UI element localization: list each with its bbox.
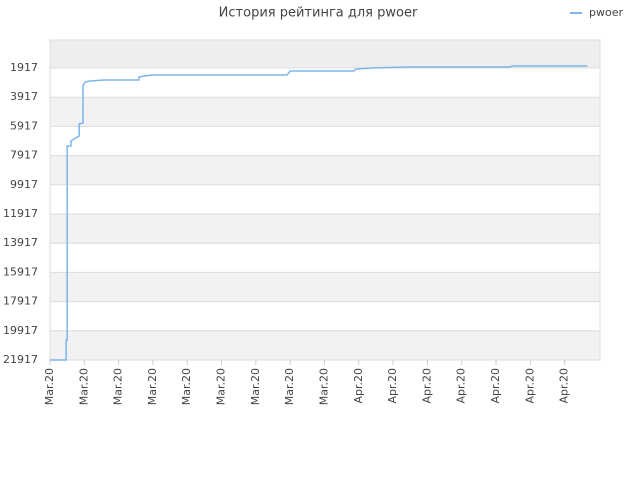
y-tick-label: 7917 [10, 149, 38, 162]
x-tick-label: Apr.20 [455, 368, 468, 404]
grid-band [50, 330, 600, 360]
x-tick-label: Mar.20 [112, 368, 125, 405]
legend-label: pwoer [589, 6, 623, 19]
y-tick-label: 3917 [10, 90, 38, 103]
x-tick-label: Mar.20 [77, 368, 90, 405]
chart-title: История рейтинга для pwoer [219, 6, 418, 21]
y-tick-label: 5917 [10, 119, 38, 132]
y-tick-label: 1917 [10, 61, 38, 74]
grid-band [50, 40, 600, 68]
x-tick-label: Apr.20 [523, 368, 536, 404]
y-tick-label: 17917 [3, 295, 38, 308]
series-line [50, 65, 588, 361]
x-tick-label: Apr.20 [352, 368, 365, 404]
x-tick-label: Apr.20 [489, 368, 502, 404]
grid-band [50, 155, 600, 185]
y-tick-label: 9917 [10, 178, 38, 191]
grid-band [50, 213, 600, 244]
y-tick-label: 21917 [3, 353, 38, 366]
y-tick-label: 15917 [3, 265, 38, 278]
y-tick-label: 13917 [3, 236, 38, 249]
x-tick-label: Mar.20 [317, 368, 330, 405]
x-tick-label: Mar.20 [283, 368, 296, 405]
y-tick-label: 11917 [3, 207, 38, 220]
y-tick-label: 19917 [3, 324, 38, 337]
x-tick-label: Apr.20 [420, 368, 433, 404]
x-tick-label: Apr.20 [558, 368, 571, 404]
x-tick-label: Mar.20 [146, 368, 159, 405]
grid-band [50, 97, 600, 127]
x-tick-label: Mar.20 [43, 368, 56, 405]
x-tick-label: Apr.20 [386, 368, 399, 404]
grid-band [50, 272, 600, 302]
x-tick-label: Mar.20 [249, 368, 262, 405]
x-tick-label: Mar.20 [180, 368, 193, 405]
plot-border [49, 39, 601, 361]
x-tick-label: Mar.20 [215, 368, 228, 405]
